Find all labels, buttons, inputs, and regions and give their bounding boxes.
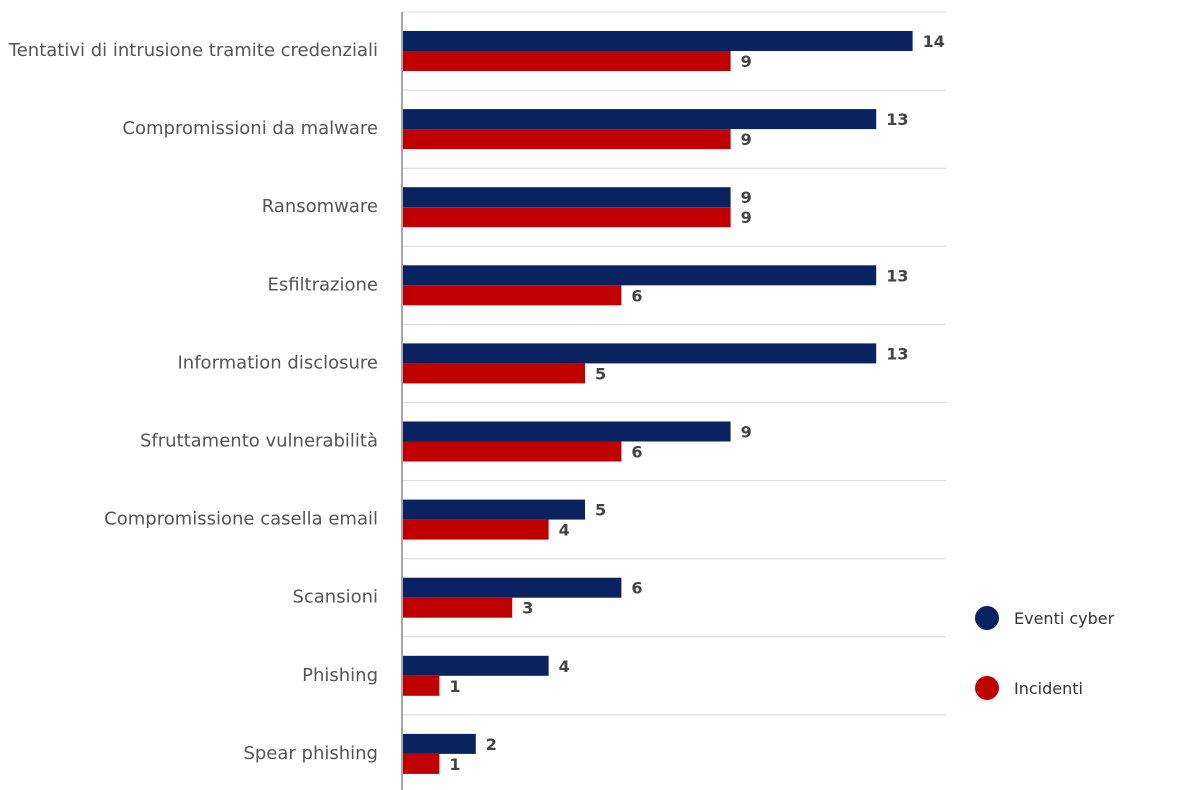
value-label-eventi-cyber: 13: [886, 266, 908, 285]
bar-incidenti: [403, 597, 513, 618]
category-label: Information disclosure: [178, 352, 379, 373]
legend-label-eventi-cyber: Eventi cyber: [1014, 609, 1115, 628]
bars: [403, 31, 913, 774]
value-label-incidenti: 9: [741, 52, 752, 71]
category-label: Tentativi di intrusione tramite credenzi…: [8, 40, 378, 61]
bar-incidenti: [403, 129, 731, 150]
bar-eventi-cyber: [403, 499, 585, 520]
value-label-eventi-cyber: 14: [923, 32, 945, 51]
bar-incidenti: [403, 363, 585, 384]
category-labels: Tentativi di intrusione tramite credenzi…: [8, 40, 378, 764]
legend-label-incidenti: Incidenti: [1014, 679, 1083, 698]
value-label-eventi-cyber: 4: [559, 657, 570, 676]
value-label-incidenti: 1: [449, 677, 460, 696]
value-label-incidenti: 9: [741, 130, 752, 149]
value-label-eventi-cyber: 5: [595, 501, 606, 520]
bar-eventi-cyber: [403, 31, 913, 51]
value-label-incidenti: 1: [449, 755, 460, 774]
value-label-incidenti: 6: [631, 443, 642, 462]
bar-incidenti: [403, 207, 731, 228]
bar-eventi-cyber: [403, 655, 549, 676]
grid-lines: [402, 11, 946, 716]
value-label-incidenti: 9: [741, 208, 752, 227]
bar-eventi-cyber: [403, 421, 731, 442]
legend-marker-eventi-cyber: [975, 606, 999, 630]
bar-eventi-cyber: [403, 577, 622, 598]
value-label-incidenti: 4: [559, 521, 570, 540]
bar-incidenti: [403, 441, 622, 462]
legend-marker-incidenti: [975, 676, 999, 700]
value-label-eventi-cyber: 9: [741, 423, 752, 442]
category-label: Compromissioni da malware: [122, 118, 378, 139]
bar-eventi-cyber: [403, 109, 877, 130]
category-label: Scansioni: [292, 587, 378, 608]
bar-incidenti: [403, 675, 440, 696]
value-label-eventi-cyber: 9: [741, 188, 752, 207]
category-label: Compromissione casella email: [104, 509, 378, 530]
bar-eventi-cyber: [403, 187, 731, 208]
value-label-eventi-cyber: 2: [486, 735, 497, 754]
bar-incidenti: [403, 753, 440, 774]
legend: Eventi cyber Incidenti: [975, 606, 1115, 700]
bar-incidenti: [403, 285, 622, 306]
value-label-eventi-cyber: 13: [886, 110, 908, 129]
bar-incidenti: [403, 519, 549, 540]
category-label: Spear phishing: [243, 743, 378, 764]
category-label: Sfruttamento vulnerabilità: [140, 431, 378, 452]
value-label-incidenti: 3: [522, 599, 533, 618]
category-label: Esfiltrazione: [267, 274, 378, 295]
category-label: Ransomware: [262, 196, 378, 217]
category-label: Phishing: [302, 665, 378, 686]
value-label-incidenti: 6: [631, 286, 642, 305]
bar-incidenti: [403, 51, 731, 71]
bar-eventi-cyber: [403, 265, 877, 286]
value-label-eventi-cyber: 6: [631, 579, 642, 598]
value-label-incidenti: 5: [595, 364, 606, 383]
bar-eventi-cyber: [403, 343, 877, 364]
value-label-eventi-cyber: 13: [886, 344, 908, 363]
bar-eventi-cyber: [403, 733, 476, 754]
